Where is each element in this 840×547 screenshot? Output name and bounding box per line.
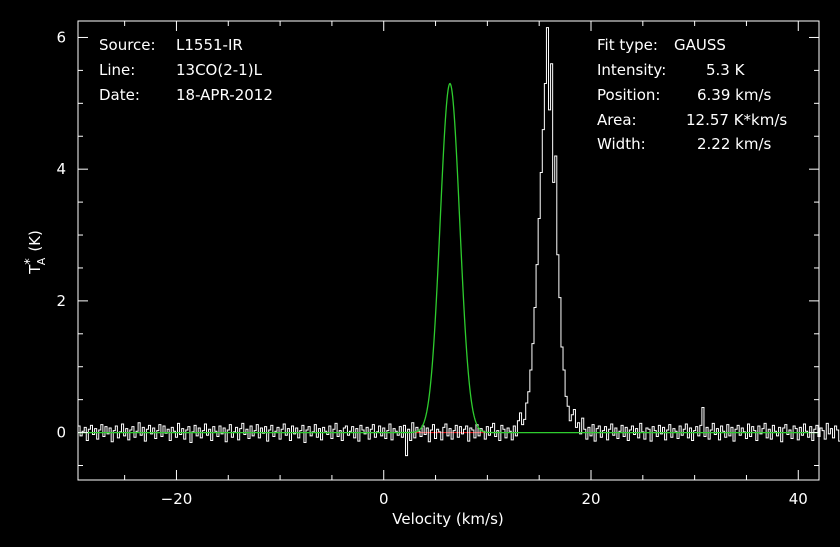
- fit-info: Fit type: GAUSS Intensity: 5.3 K Positio…: [597, 36, 787, 153]
- axis-ticks: −20 0 20 40 0 2 4 6: [56, 21, 819, 508]
- date-value: 18-APR-2012: [176, 86, 273, 104]
- area-label: Area:: [597, 111, 637, 129]
- x-tick-label: 40: [789, 490, 808, 508]
- y-axis-label-unit: (K): [26, 230, 44, 252]
- intensity-label: Intensity:: [597, 61, 666, 79]
- x-tick-label: 20: [581, 490, 600, 508]
- y-tick-label: 6: [56, 28, 66, 46]
- source-value: L1551-IR: [176, 36, 243, 54]
- width-value: 2.22 km/s: [697, 135, 772, 153]
- source-label: Source:: [99, 36, 156, 54]
- y-axis-label-sub: A: [35, 257, 48, 265]
- plot-frame: [77, 20, 820, 481]
- area-value: 12.57 K*km/s: [686, 111, 787, 129]
- source-info: Source: L1551-IR Line: 13CO(2-1)L Date: …: [99, 36, 273, 104]
- line-label: Line:: [99, 61, 135, 79]
- x-tick-label: 0: [379, 490, 389, 508]
- x-axis-label: Velocity (km/s): [392, 510, 503, 528]
- date-label: Date:: [99, 86, 140, 104]
- chart-marks: [78, 27, 840, 457]
- line-value: 13CO(2-1)L: [176, 61, 263, 79]
- y-tick-label: 4: [56, 160, 66, 178]
- position-value: 6.39 km/s: [697, 86, 772, 104]
- y-tick-label: 2: [56, 292, 66, 310]
- gaussian-fit-line: [78, 82, 819, 434]
- y-axis-label: T*A (K): [23, 230, 48, 275]
- intensity-value: 5.3 K: [706, 61, 746, 79]
- spectrum-histogram: [78, 27, 840, 457]
- y-axis-label-t: T: [26, 264, 44, 275]
- width-label: Width:: [597, 135, 646, 153]
- svg-text:T*A(K): T*A (K): [23, 230, 48, 275]
- y-axis-label-sup: *: [23, 258, 38, 265]
- x-tick-label: −20: [161, 490, 193, 508]
- position-label: Position:: [597, 86, 660, 104]
- fit-type-value: GAUSS: [674, 36, 726, 54]
- fit-type-label: Fit type:: [597, 36, 658, 54]
- y-tick-label: 0: [56, 424, 66, 442]
